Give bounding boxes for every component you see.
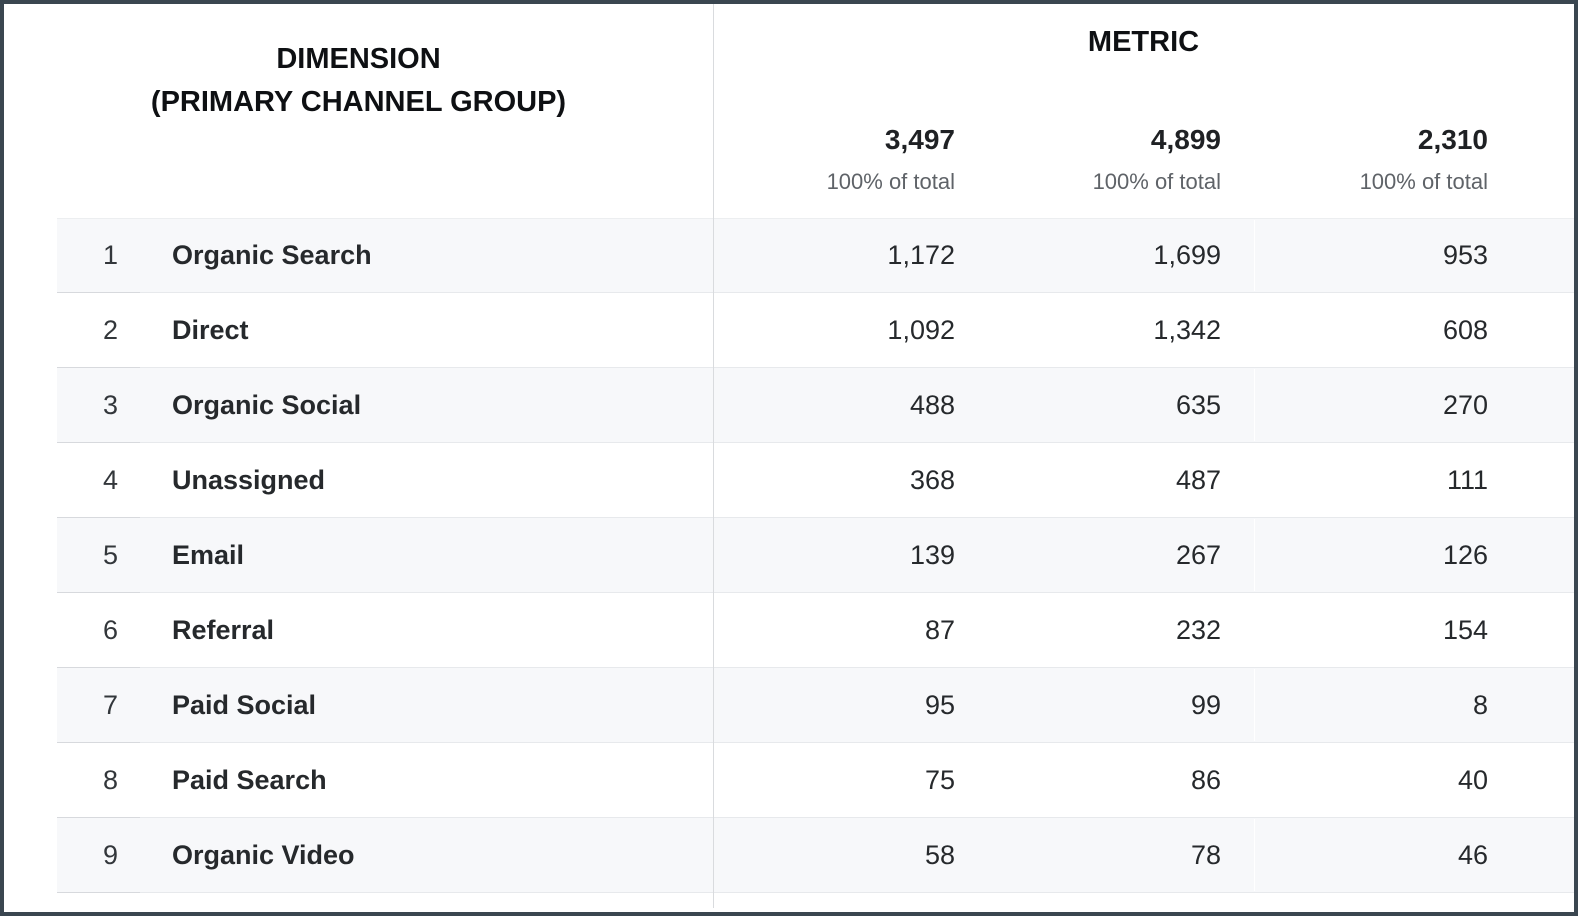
table-row[interactable]: 6 Referral 87 232 154 — [57, 593, 1574, 668]
metric-cell-separator — [1254, 669, 1255, 741]
metric-total-value: 4,899 — [1150, 124, 1221, 155]
metric-value: 58 — [924, 839, 955, 870]
metric-value: 78 — [1190, 839, 1221, 870]
metric-value: 1,342 — [1153, 314, 1221, 345]
table-row[interactable]: 1 Organic Search 1,172 1,699 953 — [57, 218, 1574, 293]
table-header: DIMENSION (PRIMARY CHANNEL GROUP) METRIC… — [4, 4, 1574, 218]
row-index-underline — [57, 517, 140, 518]
metric-value: 87 — [924, 614, 955, 645]
row-index: 5 — [102, 539, 118, 570]
row-index-underline — [57, 292, 140, 293]
metric-header-label[interactable]: METRIC — [1087, 26, 1200, 58]
row-index: 3 — [102, 389, 118, 420]
totals-filler — [1521, 124, 1574, 194]
row-index: 8 — [102, 764, 118, 795]
metric-value: 1,699 — [1153, 240, 1221, 270]
totals-row: 3,497 100% of total 4,899 100% of total 2,31… — [713, 124, 1574, 194]
row-index: 2 — [102, 314, 118, 345]
table-row[interactable]: 5 Email 139 267 126 — [57, 518, 1574, 593]
channel-name: Organic Video — [172, 839, 355, 870]
metric-total-subtext: 100% of total — [1092, 169, 1221, 194]
dimension-header-line1: DIMENSION — [276, 43, 441, 75]
channel-name: Organic Search — [172, 240, 372, 270]
dimension-header-line2: (PRIMARY CHANNEL GROUP) — [150, 86, 567, 118]
metric-value: 953 — [1442, 240, 1488, 270]
metric-value: 75 — [924, 764, 955, 795]
table-row[interactable]: 4 Unassigned 368 487 111 — [57, 443, 1574, 518]
metric-value: 488 — [909, 389, 955, 420]
row-index: 7 — [102, 689, 118, 720]
row-index: 1 — [102, 240, 118, 270]
metric-value: 86 — [1190, 764, 1221, 795]
metric-value: 111 — [1446, 464, 1488, 495]
row-index: 4 — [102, 464, 118, 495]
metric-value: 368 — [909, 464, 955, 495]
metric-value: 270 — [1442, 389, 1488, 420]
metric-cell-separator — [1254, 819, 1255, 891]
metric-total-subtext: 100% of total — [826, 169, 955, 194]
metric-value: 40 — [1457, 764, 1488, 795]
row-index-underline — [57, 592, 140, 593]
row-index-underline — [57, 892, 140, 893]
metric-total-subtext: 100% of total — [1359, 169, 1488, 194]
metric-value: 608 — [1442, 314, 1488, 345]
metric-value: 1,172 — [887, 240, 955, 270]
row-index-underline — [57, 442, 140, 443]
table-row[interactable]: 9 Organic Video 58 78 46 — [57, 818, 1574, 893]
table-body: 1 Organic Search 1,172 1,699 953 2 Direct 1,092… — [4, 218, 1574, 893]
metric-value: 487 — [1175, 464, 1221, 495]
metric-total-value: 3,497 — [884, 124, 955, 155]
metric-cell-separator — [1254, 369, 1255, 441]
table-row[interactable]: 2 Direct 1,092 1,342 608 — [57, 293, 1574, 368]
metric-value: 95 — [924, 689, 955, 720]
metric-value: 154 — [1442, 614, 1488, 645]
channel-name: Organic Social — [172, 389, 362, 420]
metric-value: 8 — [1472, 689, 1488, 720]
channel-name: Paid Search — [172, 764, 327, 795]
channel-name: Unassigned — [172, 464, 326, 495]
channel-name: Direct — [172, 314, 249, 345]
metric-cell-separator — [1254, 220, 1255, 291]
metric-value: 267 — [1175, 539, 1221, 570]
metric-value: 1,092 — [887, 314, 955, 345]
table-row[interactable]: 3 Organic Social 488 635 270 — [57, 368, 1574, 443]
metric-total-cell[interactable]: 4,899 100% of total — [988, 124, 1254, 194]
metric-total-cell[interactable]: 2,310 100% of total — [1254, 124, 1521, 194]
column-divider — [713, 4, 714, 908]
row-index-underline — [57, 667, 140, 668]
row-index: 6 — [102, 614, 118, 645]
channel-name: Email — [172, 539, 245, 570]
metric-columns-header: METRIC 3,497 100% of total 4,899 100% of to… — [713, 4, 1574, 218]
metric-total-value: 2,310 — [1417, 124, 1488, 155]
metric-total-cell[interactable]: 3,497 100% of total — [713, 124, 988, 194]
row-index: 9 — [102, 839, 118, 870]
metric-value: 126 — [1442, 539, 1488, 570]
row-index-underline — [57, 742, 140, 743]
metric-value: 232 — [1175, 614, 1221, 645]
metric-value: 99 — [1190, 689, 1221, 720]
table-row[interactable]: 8 Paid Search 75 86 40 — [57, 743, 1574, 818]
dimension-column-header[interactable]: DIMENSION (PRIMARY CHANNEL GROUP) — [4, 38, 713, 124]
channel-name: Referral — [172, 614, 275, 645]
metric-value: 635 — [1175, 389, 1221, 420]
metric-cell-separator — [1254, 519, 1255, 591]
metric-value: 139 — [909, 539, 955, 570]
row-index-underline — [57, 817, 140, 818]
metric-value: 46 — [1457, 839, 1488, 870]
channel-name: Paid Social — [172, 689, 317, 720]
table-row[interactable]: 7 Paid Social 95 99 8 — [57, 668, 1574, 743]
row-index-underline — [57, 367, 140, 368]
